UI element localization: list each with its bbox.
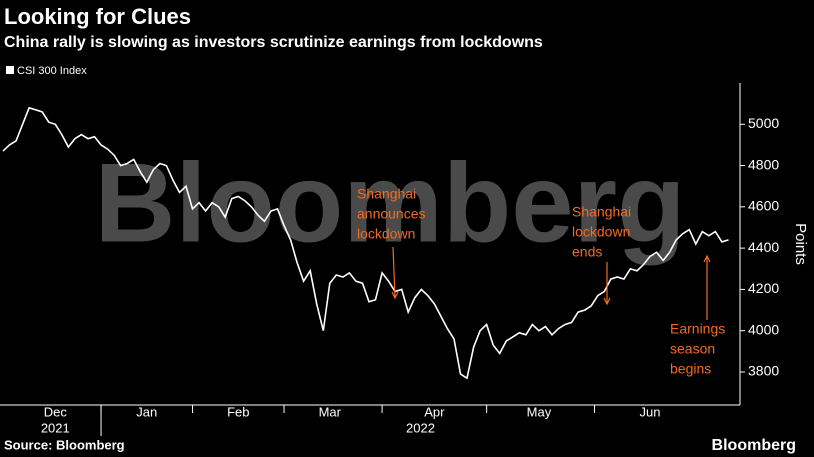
- y-tick-label: 3800: [748, 363, 779, 379]
- annotation: lockdown: [572, 224, 630, 240]
- y-tick-label: 4400: [748, 239, 779, 255]
- x-tick-label: May: [527, 404, 552, 419]
- year-label: 2022: [406, 420, 435, 435]
- legend-label: CSI 300 Index: [17, 65, 87, 77]
- annotation-arrowhead: [391, 291, 399, 300]
- annotation: begins: [670, 361, 711, 377]
- x-tick-label: Jan: [136, 404, 157, 419]
- annotation: season: [670, 341, 715, 357]
- year-label: 2021: [41, 420, 70, 435]
- y-tick-label: 4000: [748, 321, 779, 337]
- y-tick-label: 4600: [748, 198, 779, 214]
- x-tick-label: Jun: [640, 404, 661, 419]
- legend-swatch: [6, 66, 14, 74]
- x-tick-label: Dec: [44, 404, 68, 419]
- annotation: ends: [572, 244, 602, 260]
- annotation: Shanghai: [357, 186, 416, 202]
- chart-subtitle: China rally is slowing as investors scru…: [4, 34, 543, 51]
- annotation-arrow: [392, 246, 396, 299]
- annotation: announces: [357, 206, 426, 222]
- chart-title: Looking for Clues: [4, 4, 191, 29]
- annotation: lockdown: [357, 226, 415, 242]
- x-tick-label: Mar: [319, 404, 342, 419]
- x-tick-label: Apr: [424, 404, 445, 419]
- annotation: Shanghai: [572, 204, 631, 220]
- y-tick-label: 5000: [748, 115, 779, 131]
- annotation-arrowhead: [703, 254, 711, 263]
- y-axis-label: Points: [792, 223, 809, 265]
- watermark: Bloomberg: [94, 141, 685, 266]
- annotation: Earnings: [670, 321, 725, 337]
- source: Source: Bloomberg: [4, 437, 125, 452]
- annotation-arrowhead: [603, 297, 611, 306]
- y-tick-label: 4800: [748, 156, 779, 172]
- x-tick-label: Feb: [227, 404, 249, 419]
- y-tick-label: 4200: [748, 280, 779, 296]
- logo: Bloomberg: [712, 437, 796, 454]
